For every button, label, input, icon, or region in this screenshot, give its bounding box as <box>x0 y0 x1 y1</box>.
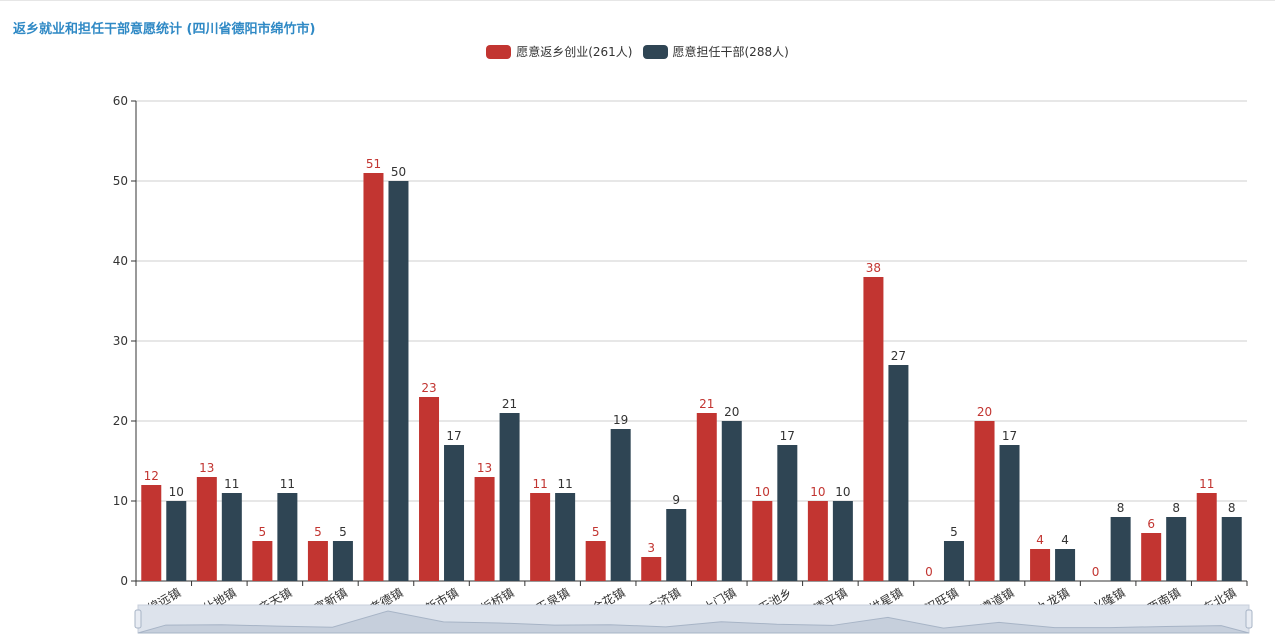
bar[interactable] <box>610 429 631 581</box>
bar-value-label: 5 <box>950 525 958 539</box>
legend-swatch-startup <box>486 44 512 59</box>
bar[interactable] <box>1221 517 1242 581</box>
bar[interactable] <box>555 493 576 581</box>
bar[interactable] <box>696 413 717 581</box>
chart-title: 返乡就业和担任干部意愿统计 (四川省德阳市绵竹市) <box>13 22 316 37</box>
y-tick-label: 0 <box>120 574 128 588</box>
bar[interactable] <box>252 541 273 581</box>
bar-value-label: 10 <box>810 485 825 499</box>
bar-value-label: 4 <box>1061 533 1069 547</box>
bar-value-label: 17 <box>780 429 795 443</box>
bar[interactable] <box>974 421 995 581</box>
legend-label-startup: 愿意返乡创业(261人) <box>516 45 633 59</box>
datazoom-handle-left[interactable] <box>134 609 142 629</box>
bar[interactable] <box>196 477 217 581</box>
bar-value-label: 13 <box>199 461 214 475</box>
bar[interactable] <box>585 541 606 581</box>
bar-value-label: 19 <box>613 413 628 427</box>
bar-value-label: 5 <box>339 525 347 539</box>
bar[interactable] <box>777 445 798 581</box>
bar-value-label: 11 <box>280 477 295 491</box>
bar[interactable] <box>721 421 742 581</box>
y-tick-label: 10 <box>113 494 128 508</box>
bar-value-label: 0 <box>925 565 933 579</box>
bar[interactable] <box>307 541 328 581</box>
bar-value-label: 8 <box>1228 501 1236 515</box>
bar-value-label: 23 <box>421 381 436 395</box>
bar-value-label: 21 <box>502 397 517 411</box>
bar-value-label: 8 <box>1172 501 1180 515</box>
bar[interactable] <box>999 445 1020 581</box>
bar[interactable] <box>1166 517 1187 581</box>
bar[interactable] <box>499 413 520 581</box>
bar[interactable] <box>1055 549 1076 581</box>
bar-value-label: 17 <box>1002 429 1017 443</box>
bar-value-label: 11 <box>224 477 239 491</box>
y-tick-label: 20 <box>113 414 128 428</box>
bar[interactable] <box>363 173 384 581</box>
bar-value-label: 10 <box>755 485 770 499</box>
bar[interactable] <box>221 493 242 581</box>
bar-value-label: 4 <box>1036 533 1044 547</box>
bar[interactable] <box>752 501 773 581</box>
bar[interactable] <box>474 477 495 581</box>
legend-item-cadre[interactable]: 愿意担任干部(288人) <box>642 43 789 60</box>
bar[interactable] <box>419 397 440 581</box>
bar-value-label: 50 <box>391 165 406 179</box>
y-tick-label: 30 <box>113 334 128 348</box>
bar[interactable] <box>1196 493 1217 581</box>
bar[interactable] <box>641 557 662 581</box>
legend: 愿意返乡创业(261人) 愿意担任干部(288人) <box>0 43 1275 60</box>
y-tick-label: 50 <box>113 174 128 188</box>
bar-value-label: 27 <box>891 349 906 363</box>
bar[interactable] <box>832 501 853 581</box>
bar-value-label: 5 <box>592 525 600 539</box>
bar-value-label: 9 <box>672 493 680 507</box>
bar[interactable] <box>666 509 687 581</box>
bar[interactable] <box>141 485 162 581</box>
bar-value-label: 13 <box>477 461 492 475</box>
legend-swatch-cadre <box>642 44 668 59</box>
bar[interactable] <box>1110 517 1131 581</box>
bar[interactable] <box>943 541 964 581</box>
bar[interactable] <box>1030 549 1051 581</box>
y-tick-label: 60 <box>113 94 128 108</box>
bar[interactable] <box>888 365 909 581</box>
bar-value-label: 12 <box>144 469 159 483</box>
bar-value-label: 51 <box>366 157 381 171</box>
bar-value-label: 10 <box>169 485 184 499</box>
legend-item-startup[interactable]: 愿意返乡创业(261人) <box>486 43 633 60</box>
bar-value-label: 21 <box>699 397 714 411</box>
bar[interactable] <box>444 445 465 581</box>
bar-value-label: 11 <box>532 477 547 491</box>
y-tick-label: 40 <box>113 254 128 268</box>
bar-value-label: 3 <box>647 541 655 555</box>
bar[interactable] <box>1141 533 1162 581</box>
bar-value-label: 11 <box>557 477 572 491</box>
bar-value-label: 17 <box>446 429 461 443</box>
bar-value-label: 5 <box>259 525 267 539</box>
bar[interactable] <box>807 501 828 581</box>
bar-value-label: 38 <box>866 261 881 275</box>
bar-value-label: 0 <box>1092 565 1100 579</box>
bar-value-label: 6 <box>1147 517 1155 531</box>
bar-value-label: 5 <box>314 525 322 539</box>
datazoom-handle-right[interactable] <box>1245 609 1253 629</box>
bar-value-label: 20 <box>724 405 739 419</box>
bar[interactable] <box>277 493 298 581</box>
bar[interactable] <box>388 181 409 581</box>
bar-value-label: 11 <box>1199 477 1214 491</box>
bar-value-label: 20 <box>977 405 992 419</box>
bar[interactable] <box>332 541 353 581</box>
bar[interactable] <box>863 277 884 581</box>
datazoom-preview <box>137 610 1250 634</box>
legend-label-cadre: 愿意担任干部(288人) <box>672 45 789 59</box>
bar-value-label: 10 <box>835 485 850 499</box>
bar[interactable] <box>530 493 551 581</box>
bar[interactable] <box>166 501 187 581</box>
bar-value-label: 8 <box>1117 501 1125 515</box>
